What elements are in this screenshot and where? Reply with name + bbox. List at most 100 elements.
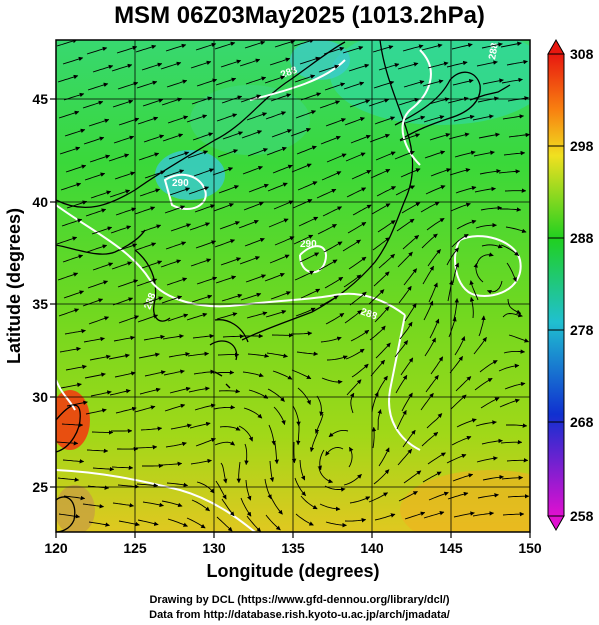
wind-arrow [195, 240, 217, 249]
wind-arrow [402, 429, 416, 448]
wind-arrow [422, 79, 444, 87]
wind-arrow [214, 41, 236, 50]
wind-arrow [83, 336, 105, 343]
wind-arrow [82, 503, 105, 509]
wind-arrow [371, 426, 377, 449]
wind-arrow [321, 171, 342, 181]
wind-arrow [86, 448, 109, 454]
wind-arrow [345, 348, 365, 360]
wind-arrow [429, 318, 440, 339]
wind-arrow [163, 169, 185, 178]
wind-arrow [398, 97, 420, 106]
wind-arrow [295, 513, 314, 526]
wind-arrow [215, 77, 237, 86]
wind-arrow [109, 189, 131, 198]
wind-arrow [60, 382, 82, 389]
credit-data: Data from http://database.rish.kyoto-u.a… [149, 609, 450, 621]
wind-arrow [503, 150, 526, 156]
wind-arrow [293, 40, 315, 47]
wind-arrow [274, 236, 295, 246]
wind-arrow [216, 312, 238, 320]
wind-arrow [272, 164, 293, 174]
wind-arrow [295, 110, 317, 119]
wind-arrow [187, 150, 209, 159]
wind-arrow [378, 447, 390, 467]
wind-arrow [371, 203, 391, 215]
wind-arrow [451, 233, 469, 248]
wind-arrow [115, 207, 137, 216]
wind-arrow [453, 114, 475, 122]
contour-label: 290 [172, 178, 189, 189]
wind-arrow [373, 271, 390, 287]
x-tick-label: 140 [360, 540, 384, 556]
wind-arrow [212, 370, 235, 375]
wind-arrow [350, 134, 371, 144]
y-tick-label: 35 [32, 296, 48, 312]
wind-arrow [136, 278, 158, 287]
wind-arrow [446, 60, 468, 68]
wind-arrow [140, 224, 162, 233]
wind-arrow [166, 482, 189, 488]
wind-arrow [169, 187, 191, 196]
wind-arrow [135, 242, 157, 251]
wind-arrow [395, 185, 416, 196]
wind-arrow [397, 448, 413, 466]
temperature-field [56, 40, 530, 532]
y-tick-marks [50, 98, 56, 488]
wind-arrow [346, 187, 367, 198]
wind-arrow [241, 130, 263, 139]
wind-arrow [239, 58, 261, 67]
wind-arrow [427, 249, 441, 267]
wind-arrow [476, 60, 498, 67]
wind-arrow [344, 117, 365, 126]
wind-arrow [116, 243, 138, 252]
wind-arrow [455, 185, 477, 194]
wind-arrow [84, 372, 106, 379]
wind-arrow [141, 62, 163, 71]
wind-arrow [292, 199, 313, 209]
wind-arrow [135, 445, 158, 450]
wind-arrow [247, 353, 270, 358]
wind-arrow [273, 406, 286, 426]
wind-arrow [272, 370, 293, 380]
wind-arrow [404, 303, 417, 322]
wind-arrow [142, 98, 164, 107]
wind-arrow [196, 276, 218, 285]
wind-arrow [57, 272, 79, 281]
wind-arrow [220, 257, 242, 266]
wind-arrow [190, 458, 212, 465]
wind-arrow [423, 115, 445, 123]
wind-arrow [343, 274, 362, 288]
wind-arrow [143, 334, 165, 341]
wind-arrow [500, 41, 522, 48]
wind-arrow [193, 168, 215, 177]
wind-arrow [57, 74, 79, 83]
wind-arrow [188, 186, 210, 195]
wind-arrow [265, 309, 287, 318]
colorbar-tick-label: 268 [570, 414, 594, 430]
wind-arrow [507, 493, 530, 499]
wind-arrow [136, 80, 158, 89]
wind-arrow [295, 307, 316, 317]
wind-arrow [65, 364, 87, 371]
wind-arrow [88, 118, 110, 127]
wind-arrow [118, 117, 140, 126]
wind-arrow [265, 514, 281, 531]
wind-arrow [455, 376, 472, 392]
wind-arrow [479, 168, 501, 175]
wind-arrow [86, 46, 108, 55]
wind-arrow [222, 131, 244, 140]
colorbar-tick-label: 298 [570, 138, 594, 154]
wind-arrow [297, 181, 318, 191]
wind-arrow [91, 226, 113, 235]
wind-arrow [374, 306, 390, 323]
wind-arrow [66, 400, 88, 407]
wind-arrow [59, 146, 81, 155]
wind-arrow [116, 45, 138, 54]
wind-arrow [61, 218, 83, 227]
wind-arrow [394, 340, 409, 358]
wind-arrow [350, 329, 370, 342]
wind-arrow [506, 59, 528, 66]
wind-arrow [318, 467, 334, 484]
wind-arrow [401, 202, 421, 214]
